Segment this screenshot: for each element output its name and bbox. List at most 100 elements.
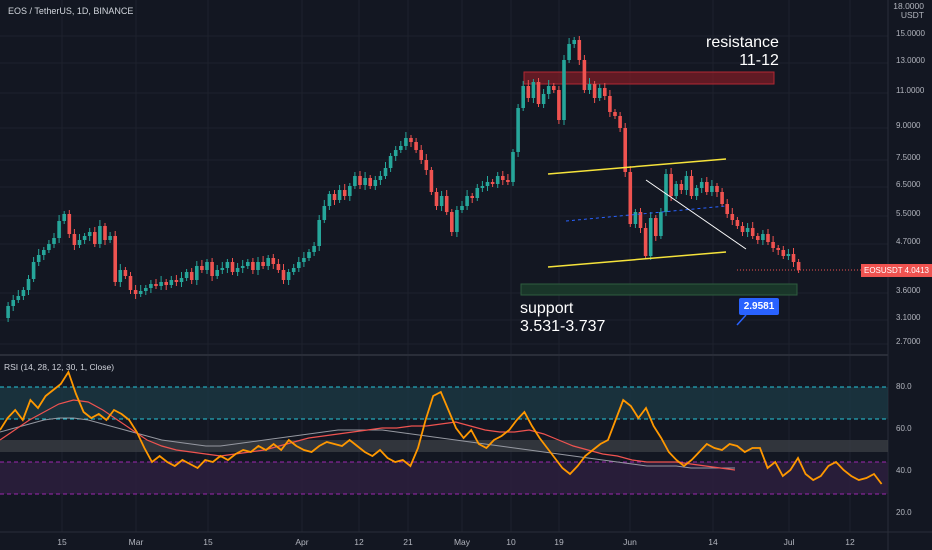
candle-body	[353, 176, 357, 186]
candle-body	[450, 212, 454, 232]
candle-body	[291, 268, 296, 272]
candle-body	[21, 290, 26, 296]
candle-body	[393, 150, 398, 156]
rsi-indicator-title[interactable]: RSI (14, 28, 12, 30, 1, Close)	[4, 362, 115, 372]
candle-body	[506, 180, 510, 182]
candle-body	[577, 40, 582, 60]
candle-body	[52, 238, 56, 244]
candle-body	[470, 196, 474, 198]
rsi-signal-line[interactable]	[0, 399, 736, 471]
candle-body	[562, 60, 566, 120]
rsi-line[interactable]	[0, 369, 883, 485]
candle-body	[271, 258, 276, 264]
candle-body	[659, 212, 663, 236]
projection-arrow	[736, 314, 747, 326]
candle-body	[592, 84, 597, 98]
candle-body	[541, 94, 546, 104]
candle-body	[36, 255, 41, 262]
price-tick: 13.0000	[896, 56, 925, 65]
candle-body	[286, 272, 291, 280]
descending-trendline[interactable]	[645, 179, 747, 250]
candle-body	[429, 170, 434, 192]
candle-body	[332, 194, 337, 200]
time-tick: May	[453, 537, 471, 547]
candle-body	[526, 86, 531, 98]
candle-body	[225, 262, 230, 268]
candle-body	[67, 214, 72, 234]
candle-body	[495, 176, 500, 184]
candle-body	[62, 214, 66, 221]
candle-body	[710, 186, 714, 192]
candle-body	[536, 82, 541, 104]
candle-body	[6, 306, 10, 318]
chart-title[interactable]: EOS / TetherUS, 1D, BINANCE	[6, 6, 136, 16]
candle-body	[348, 186, 352, 196]
candle-body	[281, 270, 286, 280]
candle-body	[460, 206, 464, 210]
time-tick: 10	[506, 537, 516, 547]
candle-body	[745, 228, 750, 232]
candle-body	[424, 160, 429, 170]
candle-body	[215, 270, 219, 276]
price-tick: 3.1000	[896, 313, 921, 322]
candle-body	[715, 186, 719, 192]
price-tick: 15.0000	[896, 29, 925, 38]
candle-body	[72, 234, 77, 245]
candle-body	[251, 262, 255, 270]
candle-body	[475, 188, 480, 198]
candle-body	[730, 214, 735, 220]
candle-body	[781, 250, 786, 256]
target-price-callout[interactable]: 2.9581	[739, 298, 779, 315]
candle-body	[664, 174, 668, 212]
candle-body	[184, 272, 189, 278]
candle-body	[597, 88, 602, 98]
candle-body	[205, 262, 209, 270]
candle-body	[108, 236, 112, 240]
time-tick: Mar	[128, 537, 144, 547]
candle-body	[633, 212, 638, 224]
price-tick: 4.7000	[896, 237, 921, 246]
candle-body	[327, 194, 332, 206]
time-tick: Apr	[295, 537, 309, 547]
candlesticks[interactable]	[6, 36, 801, 322]
candle-body	[444, 196, 449, 212]
candle-body	[195, 266, 199, 280]
candle-body	[368, 178, 372, 186]
candle-body	[638, 212, 643, 228]
channel-upper-line[interactable]	[547, 158, 727, 175]
candle-body	[694, 188, 699, 196]
channel-midline[interactable]	[565, 205, 727, 222]
channel-lower-line[interactable]	[547, 251, 727, 268]
time-tick: 15	[57, 537, 67, 547]
candle-body	[179, 278, 184, 282]
candle-body	[230, 262, 235, 272]
support-zone[interactable]	[520, 283, 798, 296]
candle-body	[342, 190, 347, 196]
rsi-overbought-band	[0, 387, 888, 419]
candle-body	[133, 290, 138, 294]
price-tick: 6.5000	[896, 180, 921, 189]
candle-body	[11, 300, 15, 306]
candle-body	[210, 262, 214, 276]
candle-body	[725, 204, 729, 214]
candle-body	[363, 178, 367, 185]
time-tick: 14	[708, 537, 718, 547]
candle-body	[302, 258, 306, 262]
resistance-zone[interactable]	[523, 71, 775, 85]
candle-body	[154, 284, 158, 286]
support-annotation[interactable]: support 3.531-3.737	[520, 300, 605, 336]
candle-body	[307, 252, 311, 258]
candle-body	[521, 86, 525, 108]
price-tick: 11.0000	[896, 86, 925, 95]
resistance-annotation[interactable]: resistance 11-12	[706, 34, 779, 70]
candle-body	[501, 176, 505, 180]
candle-body	[567, 44, 571, 60]
candle-body	[57, 221, 61, 238]
price-tag-value: 4.0413	[904, 266, 929, 275]
candle-body	[235, 268, 240, 272]
candle-body	[648, 218, 653, 256]
candle-body	[766, 234, 770, 242]
candle-body	[654, 218, 658, 236]
candle-body	[118, 270, 123, 282]
